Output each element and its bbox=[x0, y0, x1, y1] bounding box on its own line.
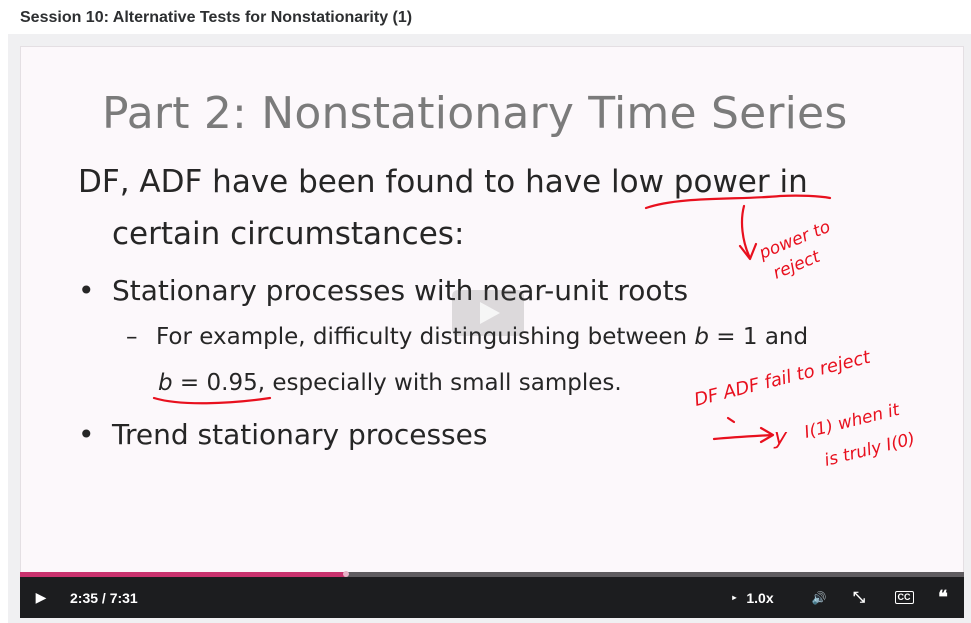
cc-icon: CC bbox=[894, 591, 914, 604]
note-df-adf: DF ADF fail to reject bbox=[692, 347, 873, 411]
slide-bullet-1: • Stationary processes with near-unit roo… bbox=[78, 274, 688, 307]
player-controls: ▶ 2:35 / 7:31 ▸ 1.0x 🔊 ⤡ CC ❝ bbox=[20, 577, 964, 618]
sub-1-post: = 1 and bbox=[709, 324, 809, 350]
transcript-icon[interactable]: ❝ bbox=[938, 587, 948, 607]
sub-bullet-dash: – bbox=[126, 324, 138, 350]
center-play-icon[interactable] bbox=[452, 290, 524, 336]
progress-bar[interactable] bbox=[20, 571, 964, 577]
slide-line-1-post: in bbox=[769, 164, 808, 200]
slide-sub-bullet-1-cont: b = 0.95, especially with small samples. bbox=[158, 370, 622, 396]
speed-triangle-icon: ▸ bbox=[732, 593, 737, 602]
slide-bullet-2: • Trend stationary processes bbox=[78, 418, 487, 451]
slide-line-2: certain circumstances: bbox=[112, 216, 465, 252]
slide-sub-bullet-1: – For example, difficulty distinguishing … bbox=[126, 324, 808, 350]
progress-fill bbox=[20, 572, 346, 577]
fullscreen-icon[interactable]: ⤡ bbox=[852, 589, 865, 606]
volume-icon[interactable]: 🔊 bbox=[811, 590, 827, 605]
arrow-2-head bbox=[759, 426, 775, 444]
time-display: 2:35 / 7:31 bbox=[70, 589, 138, 606]
speed-label: 1.0x bbox=[746, 589, 774, 606]
progress-handle[interactable] bbox=[342, 571, 349, 577]
arrow-2-tick bbox=[726, 416, 736, 424]
slide-line-1: DF, ADF have been found to have low powe… bbox=[78, 164, 808, 200]
sub-2-mid: = 0.95, bbox=[172, 370, 266, 396]
sub-1-pre: For example, difficulty distinguishing b… bbox=[156, 324, 695, 350]
arrow-head-1 bbox=[738, 242, 758, 261]
playback-speed-button[interactable]: ▸ 1.0x bbox=[720, 577, 786, 618]
slide-bullet-2-text: Trend stationary processes bbox=[112, 418, 488, 451]
arrow-shaft-1 bbox=[740, 204, 752, 260]
slide-bullet-1-text: Stationary processes with near-unit root… bbox=[112, 274, 689, 307]
page-title: Session 10: Alternative Tests for Nonsta… bbox=[20, 9, 413, 26]
arrow-2-shaft bbox=[712, 433, 774, 441]
bullet-marker: • bbox=[78, 418, 95, 451]
note-power-to: power to bbox=[755, 217, 833, 264]
note-truly: is truly I(0) bbox=[822, 429, 917, 471]
video-frame[interactable]: Part 2: Nonstationary Time Series DF, AD… bbox=[20, 46, 964, 578]
bullet-marker: • bbox=[78, 274, 95, 307]
sub-2-var: b bbox=[158, 370, 173, 396]
play-button[interactable]: ▶ bbox=[35, 589, 47, 605]
underline-b-095 bbox=[152, 396, 272, 405]
note-i1-when: I(1) when it bbox=[802, 400, 902, 443]
note-y: y bbox=[773, 425, 788, 450]
note-reject: reject bbox=[770, 246, 824, 283]
sub-2-post: especially with small samples. bbox=[265, 370, 622, 396]
sub-1-var: b bbox=[694, 324, 709, 350]
slide-line-1-pre: DF, ADF have been found to have bbox=[78, 164, 612, 200]
captions-button[interactable]: CC bbox=[890, 577, 918, 618]
slide-title: Part 2: Nonstationary Time Series bbox=[102, 88, 848, 139]
slide-line-1-underlined: low power bbox=[611, 164, 770, 200]
